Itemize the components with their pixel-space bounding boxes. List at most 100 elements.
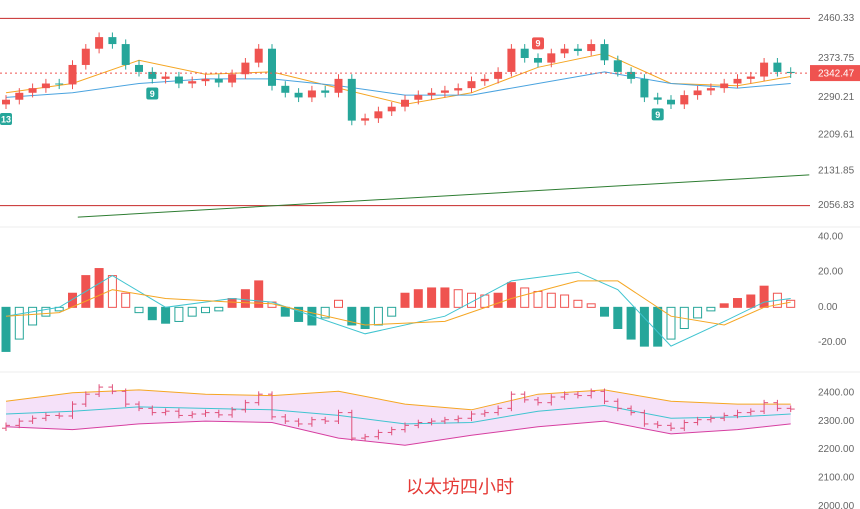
macd-bar xyxy=(134,306,144,314)
macd-bar xyxy=(586,303,596,308)
macd-bar xyxy=(427,287,437,308)
macd-bar xyxy=(626,306,636,340)
y-tick-label: 20.00 xyxy=(818,267,843,278)
macd-bar xyxy=(440,287,450,308)
candle-body xyxy=(55,83,64,85)
candle-body xyxy=(2,99,10,105)
macd-bar xyxy=(733,298,742,308)
candle-body xyxy=(188,81,197,84)
macd-bar xyxy=(493,292,503,308)
signal-badge xyxy=(651,108,664,121)
y-tick-label: 2209.61 xyxy=(818,129,855,140)
candle-body xyxy=(387,106,396,112)
candle-body xyxy=(108,37,117,45)
candle-body xyxy=(746,76,755,79)
macd-bar xyxy=(254,280,264,308)
indicator-line xyxy=(5,280,791,326)
candle-body xyxy=(321,90,330,93)
candle-body xyxy=(228,74,237,83)
candle-body xyxy=(294,92,303,98)
candle-body xyxy=(174,76,183,84)
candle-body xyxy=(81,48,90,65)
macd-bar xyxy=(506,282,516,308)
candle-body xyxy=(494,71,503,79)
y-tick-label: 2290.21 xyxy=(818,92,855,103)
macd-bar xyxy=(639,306,649,347)
candle-body xyxy=(268,48,276,86)
macd-bar xyxy=(786,299,796,308)
macd-bar xyxy=(373,306,383,326)
candle-body xyxy=(95,37,104,49)
candle-body xyxy=(374,111,383,119)
macd-bar xyxy=(600,306,609,317)
signal-badge xyxy=(0,113,12,126)
candle-body xyxy=(560,48,569,54)
y-tick-label: 2100.00 xyxy=(818,472,855,483)
candle-body xyxy=(733,78,742,84)
last-price-label: 2342.47 xyxy=(818,69,855,80)
macd-bar xyxy=(360,306,370,329)
candle-body xyxy=(773,62,782,72)
macd-bar xyxy=(334,299,343,308)
candle-body xyxy=(600,44,609,61)
y-tick-label: 2300.00 xyxy=(818,416,855,427)
macd-bar xyxy=(161,306,171,324)
candle-body xyxy=(627,71,636,79)
macd-bar xyxy=(746,294,756,308)
candle-body xyxy=(547,53,556,63)
macd-bar xyxy=(94,268,104,308)
candle-body xyxy=(480,78,489,82)
macd-bar xyxy=(706,306,716,312)
candle-body xyxy=(414,95,423,100)
macd-bar xyxy=(653,306,663,347)
macd-bar xyxy=(347,306,357,326)
candle-body xyxy=(653,97,662,100)
candle-body xyxy=(241,62,250,75)
candle-body xyxy=(28,88,37,93)
candle-body xyxy=(680,95,689,105)
candle-body xyxy=(401,99,409,107)
macd-bar xyxy=(1,306,11,352)
signal-label: 13 xyxy=(1,114,11,124)
signal-label: 9 xyxy=(150,89,155,99)
candle-body xyxy=(41,83,50,89)
candle-body xyxy=(507,48,516,72)
macd-bar xyxy=(227,298,237,308)
indicator-line xyxy=(5,389,791,411)
macd-bar xyxy=(453,289,463,308)
candle-body xyxy=(148,71,157,79)
candle-body xyxy=(520,48,529,58)
y-tick-label: 2460.33 xyxy=(818,13,855,24)
chart-caption: 以太坊四小时 xyxy=(406,477,514,497)
candle-body xyxy=(135,64,143,72)
y-tick-label: -20.00 xyxy=(818,337,847,348)
macd-bar xyxy=(201,306,210,314)
macd-bar xyxy=(214,306,224,312)
candle-body xyxy=(786,71,795,74)
last-price-badge xyxy=(810,65,860,82)
candle-body xyxy=(720,83,729,89)
macd-bar xyxy=(533,290,543,308)
indicator-line xyxy=(5,420,791,446)
macd-bar xyxy=(759,285,769,308)
candle-body xyxy=(427,92,436,96)
candle-body xyxy=(613,60,622,72)
candle-body xyxy=(760,62,769,77)
candle-body xyxy=(534,57,542,63)
macd-bar xyxy=(387,306,397,317)
indicator-line xyxy=(5,71,791,98)
candle-body xyxy=(281,85,290,93)
candle-body xyxy=(454,88,463,91)
candle-body xyxy=(440,90,449,93)
macd-bar xyxy=(719,303,729,308)
y-tick-label: 2373.75 xyxy=(818,53,855,64)
macd-bar xyxy=(320,306,330,319)
macd-bar xyxy=(573,299,583,308)
candle-body xyxy=(667,99,675,105)
candle-body xyxy=(121,44,130,65)
y-tick-label: 2400.00 xyxy=(818,387,855,398)
macd-bar xyxy=(520,287,530,308)
signal-label: 9 xyxy=(535,39,540,49)
macd-bar xyxy=(187,306,197,317)
